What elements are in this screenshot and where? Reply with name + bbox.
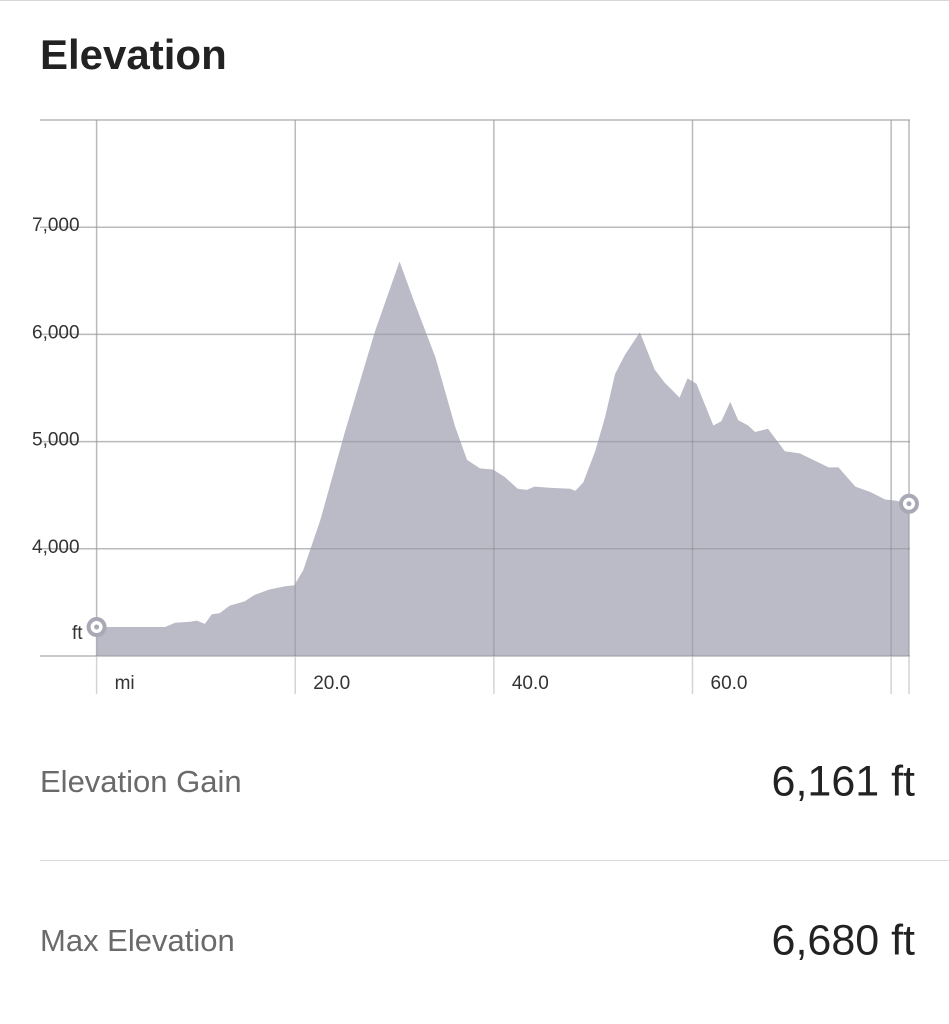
endpoint-dot <box>94 624 100 630</box>
y-tick-label: 7,000 <box>32 215 80 236</box>
y-tick-label: 5,000 <box>32 430 80 451</box>
y-axis-unit: ft <box>72 623 83 644</box>
x-axis-unit: mi <box>115 673 135 694</box>
y-tick-label: 6,000 <box>32 322 80 343</box>
elevation-area <box>96 261 910 656</box>
stat-value: 6,161 ft <box>772 757 915 805</box>
chart: 4,000 5,000 6,000 7,000 20.0 40.0 60.0 mi ft <box>32 119 920 694</box>
stat-label: Elevation Gain <box>40 764 242 799</box>
x-tick-label: 60.0 <box>711 673 748 694</box>
endpoint-dot <box>906 501 912 507</box>
section-title: Elevation <box>40 31 227 78</box>
x-tick-label: 40.0 <box>512 673 549 694</box>
x-tick-label: 20.0 <box>313 673 350 694</box>
stat-label: Max Elevation <box>40 923 235 958</box>
y-tick-label: 4,000 <box>32 537 80 558</box>
stat-value: 6,680 ft <box>772 916 915 964</box>
